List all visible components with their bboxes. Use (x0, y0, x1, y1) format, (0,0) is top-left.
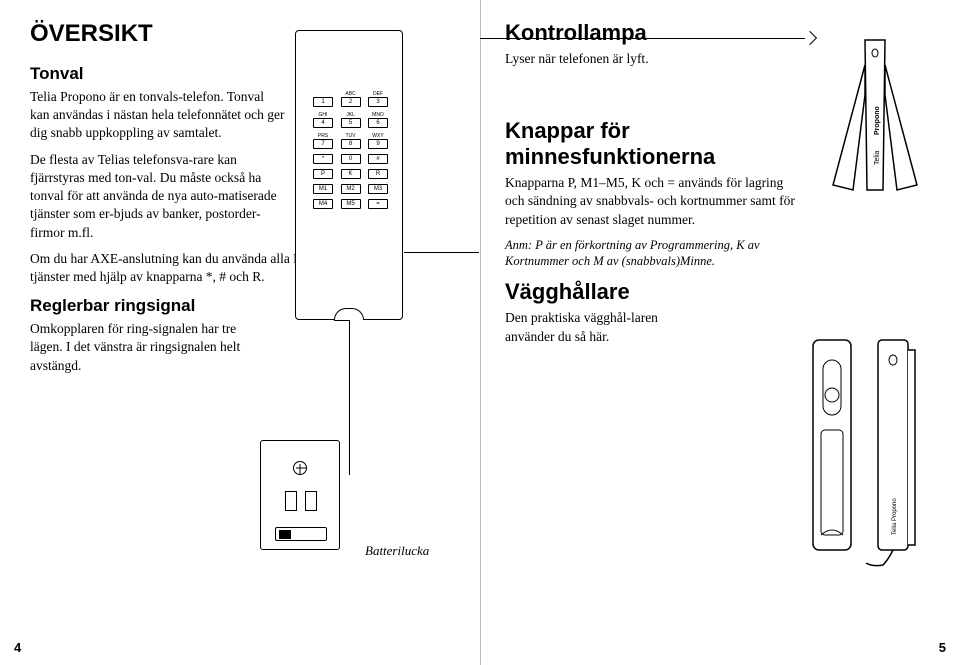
key-p: P (313, 169, 333, 179)
kontrollampa-heading: Kontrollampa (505, 20, 795, 46)
arrow-head-icon (803, 31, 817, 45)
vagghallare-p1: Den praktiska vägghål-laren använder du … (505, 309, 680, 345)
switch-diagram (260, 440, 340, 550)
vagghallare-heading: Vägghållare (505, 279, 680, 305)
batterilucka-label: Batterilucka (365, 543, 429, 559)
wall-holder-diagram-2: Telia Propono (863, 335, 928, 575)
keypad: ABC DEF 1 2 3 GHI JKL MNO 4 5 6 PRS TUV (313, 91, 388, 214)
key-star: * (313, 154, 333, 164)
key-m4: M4 (313, 199, 333, 209)
key-9: 9 (368, 139, 388, 149)
svg-text:Telia Propono: Telia Propono (892, 498, 898, 535)
slot-2 (305, 491, 317, 511)
tonval-p1: Telia Propono är en tonvals-telefon. Ton… (30, 88, 285, 143)
page-right: Kontrollampa Lyser när telefonen är lyft… (480, 0, 960, 665)
slot-1 (285, 491, 297, 511)
right-text-column: Kontrollampa Lyser när telefonen är lyft… (505, 20, 795, 346)
key-m2: M2 (341, 184, 361, 194)
remote-diagram: ABC DEF 1 2 3 GHI JKL MNO 4 5 6 PRS TUV (295, 30, 403, 320)
key-m1: M1 (313, 184, 333, 194)
page-left: ÖVERSIKT Tonval Telia Propono är en tonv… (0, 0, 480, 665)
key-r: R (368, 169, 388, 179)
left-text-column: Tonval Telia Propono är en tonvals-telef… (30, 54, 285, 250)
phone-standing-diagram: Telia Propono (825, 35, 925, 195)
key-6: 6 (368, 118, 388, 128)
key-row-3: 7 8 9 (313, 139, 388, 149)
wall-holder-diagram-1 (805, 335, 860, 560)
tonval-p2: De flesta av Telias telefonsva-rare kan … (30, 151, 285, 242)
svg-text:Telia: Telia (874, 150, 881, 165)
key-row-6: M1 M2 M3 (313, 184, 388, 194)
tonval-heading: Tonval (30, 64, 285, 84)
knappar-note: Anm: P är en förkortning av Programmerin… (505, 237, 795, 270)
battery-connector-line (349, 320, 350, 475)
connector-keypad-to-right (404, 252, 479, 253)
kontrollampa-p1: Lyser när telefonen är lyft. (505, 50, 795, 68)
page-number-left: 4 (14, 640, 21, 655)
key-7: 7 (313, 139, 333, 149)
key-row-7: M4 M5 = (313, 199, 388, 209)
key-row-2: 4 5 6 (313, 118, 388, 128)
key-hash: # (368, 154, 388, 164)
key-row-1: 1 2 3 (313, 97, 388, 107)
knappar-p1: Knapparna P, M1–M5, K och = används för … (505, 174, 795, 229)
key-3: 3 (368, 97, 388, 107)
remote-notch (334, 308, 364, 320)
key-k: K (341, 169, 361, 179)
ringsignal-p1: Omkopplaren för ring-signalen har tre lä… (30, 320, 250, 375)
key-m5: M5 (341, 199, 361, 209)
switch-slider (275, 527, 327, 541)
switch-knob (279, 530, 291, 539)
key-0: 0 (341, 154, 361, 164)
key-4: 4 (313, 118, 333, 128)
screw-icon (293, 461, 307, 475)
key-m3: M3 (368, 184, 388, 194)
page-number-right: 5 (939, 640, 946, 655)
connector-to-lamp (480, 38, 805, 39)
key-1: 1 (313, 97, 333, 107)
key-2: 2 (341, 97, 361, 107)
key-eq: = (368, 199, 388, 209)
ringsignal-heading: Reglerbar ringsignal (30, 296, 250, 316)
knappar-heading: Knappar för minnesfunktionerna (505, 118, 795, 170)
svg-text:Propono: Propono (874, 106, 881, 135)
key-5: 5 (341, 118, 361, 128)
key-row-5: P K R (313, 169, 388, 179)
key-row-4: * 0 # (313, 154, 388, 164)
ringsignal-block: Reglerbar ringsignal Omkopplaren för rin… (30, 296, 250, 375)
key-8: 8 (341, 139, 361, 149)
